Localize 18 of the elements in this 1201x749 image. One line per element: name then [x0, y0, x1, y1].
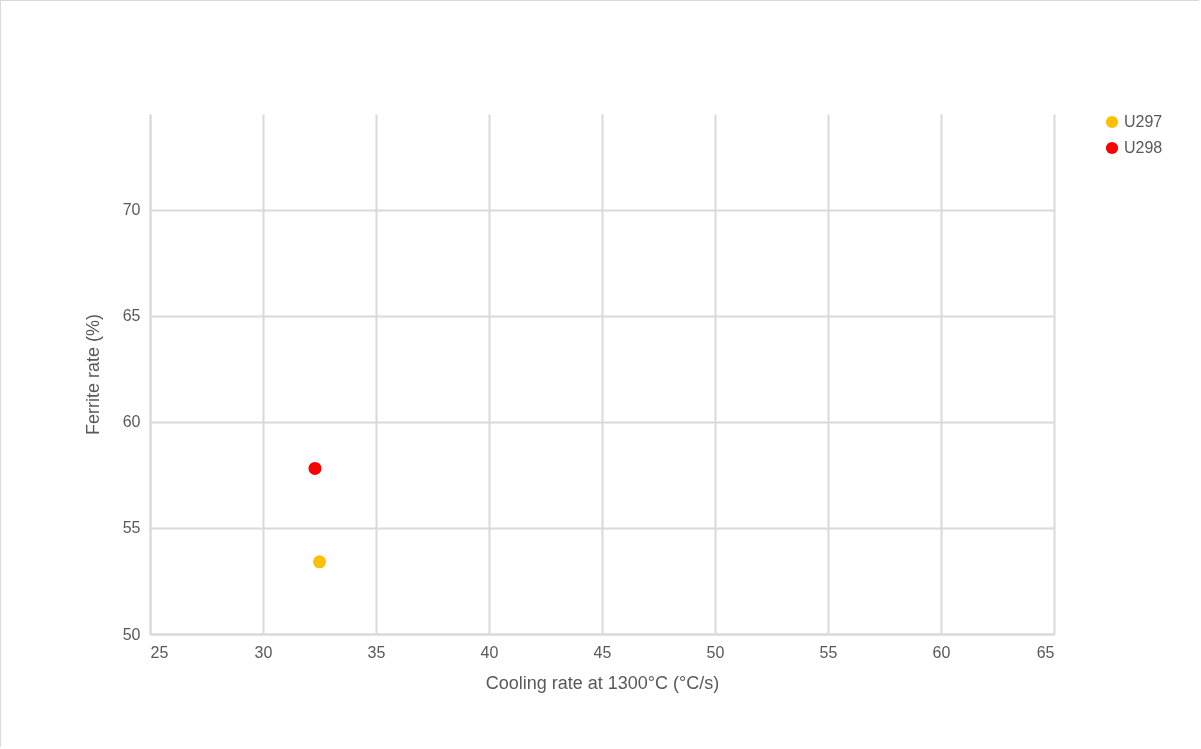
- y-tick-label: 55: [122, 519, 141, 537]
- x-tick-label: 30: [254, 643, 273, 661]
- x-tick-label: 40: [480, 643, 499, 661]
- x-tick-label: 55: [819, 643, 838, 661]
- y-axis-title: Ferrite rate (%): [82, 313, 103, 436]
- x-tick-label: 50: [706, 643, 725, 661]
- x-tick-label: 25: [150, 643, 169, 661]
- legend-label: U298: [1124, 139, 1163, 156]
- y-tick-label: 50: [122, 625, 141, 643]
- legend-label: U297: [1124, 113, 1163, 130]
- x-tick-label: 35: [367, 643, 386, 661]
- x-tick-label: 45: [593, 643, 612, 661]
- x-axis-title: Cooling rate at 1300°C (°C/s): [485, 672, 720, 693]
- y-tick-label: 60: [122, 413, 141, 431]
- x-tick-label: 65: [1036, 643, 1055, 661]
- y-tick-label: 70: [122, 201, 141, 219]
- x-tick-label: 60: [932, 643, 951, 661]
- y-tick-label: 65: [122, 307, 141, 325]
